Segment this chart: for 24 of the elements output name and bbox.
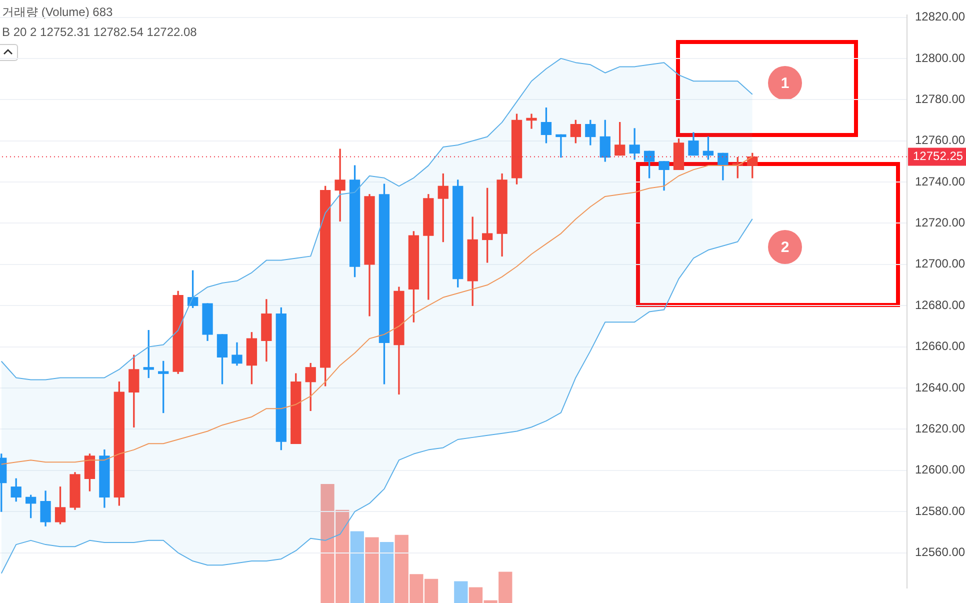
ref-line-label: 12752.25 (913, 149, 964, 164)
y-tick-label: 12720.00 (915, 216, 966, 230)
annotation: B 20 2 12752.31 12782.54 12722.08 (2, 24, 197, 40)
annotation: 거래량 (Volume) 683 (2, 4, 113, 20)
bar (454, 581, 468, 603)
y-tick-label: 12660.00 (915, 339, 966, 354)
circle-badge: 1 (768, 66, 802, 100)
y-tick-label: 12680.00 (915, 298, 966, 312)
circle-badge: 2 (768, 230, 802, 264)
bar (365, 537, 379, 603)
y-tick-label: 12700.00 (915, 256, 966, 271)
bar (380, 542, 394, 603)
y-tick-label: 12640.00 (915, 380, 966, 394)
bar (350, 531, 364, 603)
y-tick-label: 12740.00 (915, 174, 966, 188)
y-tick-label: 12780.00 (915, 92, 966, 106)
y-tick-label: 12760.00 (915, 133, 966, 148)
y-tick-label: 12620.00 (915, 422, 966, 436)
y-tick-label: 12800.00 (915, 50, 966, 65)
y-tick-label: 12580.00 (915, 504, 966, 518)
y-tick-label: 12600.00 (915, 462, 966, 477)
y-tick-label: 12820.00 (915, 10, 966, 24)
y-tick-label: 12560.00 (915, 545, 966, 560)
candlestick (158, 360, 169, 414)
